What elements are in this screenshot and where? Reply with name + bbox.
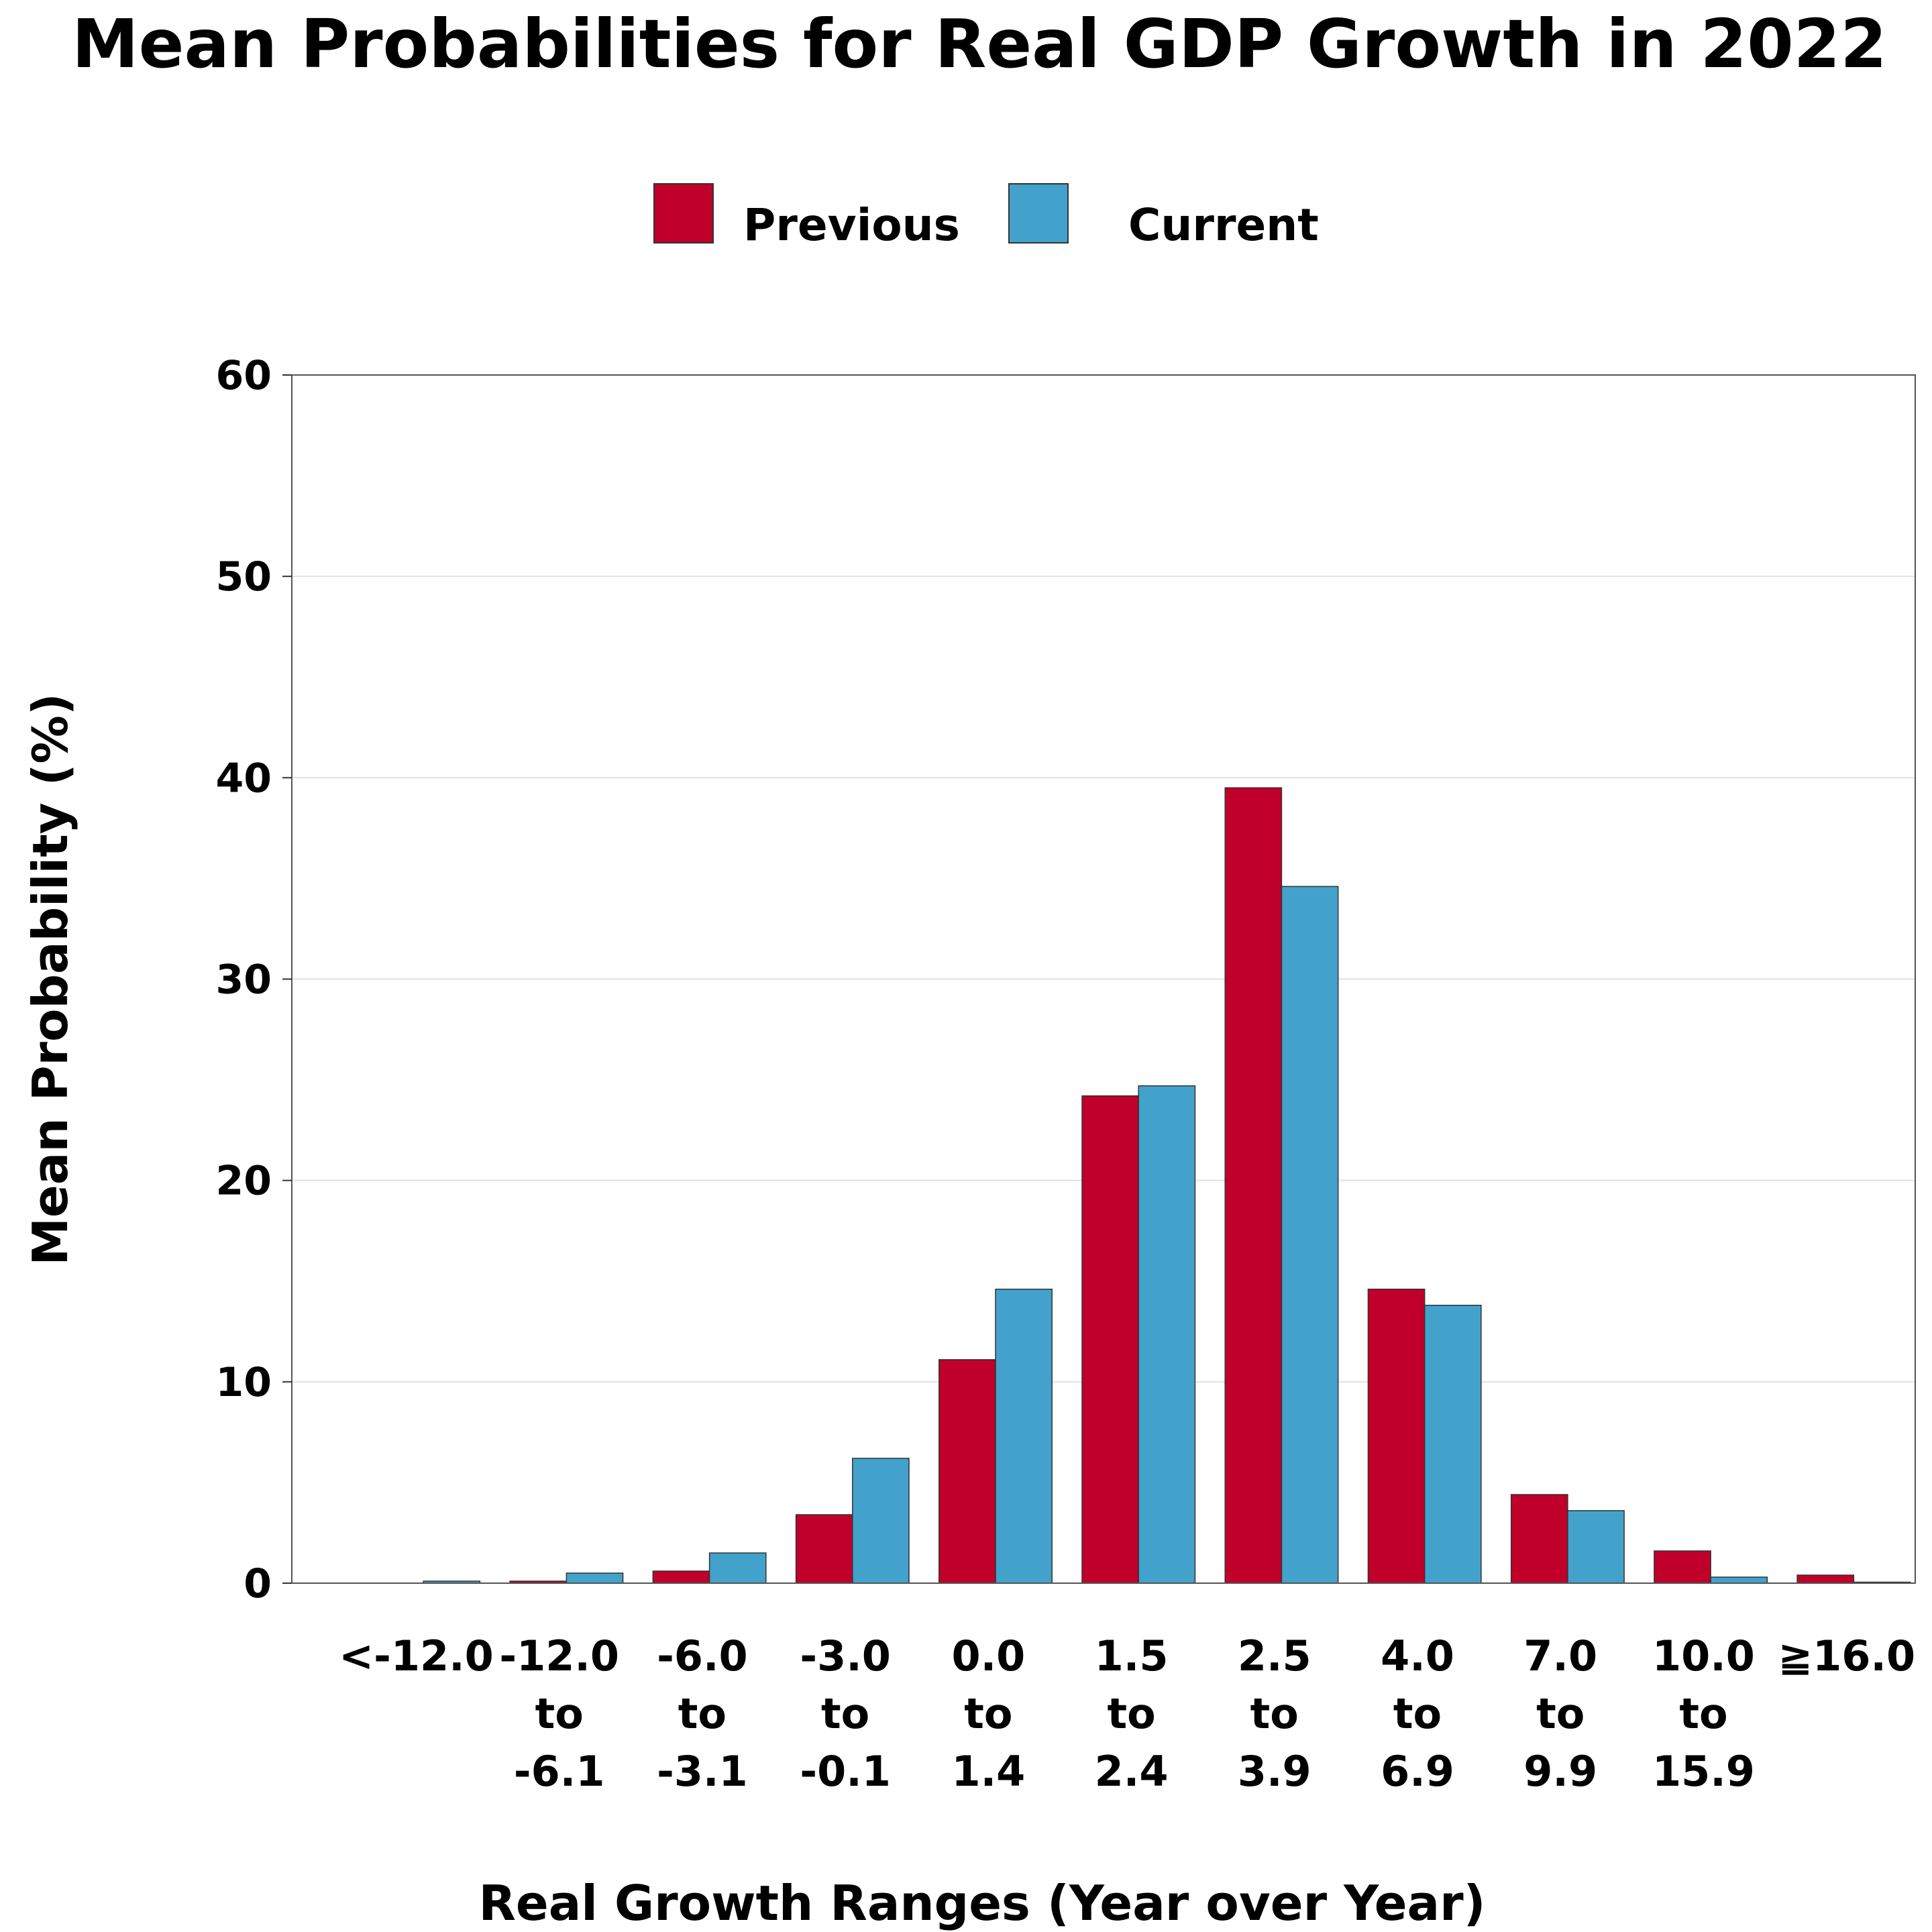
bar-previous — [1654, 1550, 1711, 1584]
x-category-label: 7.0 to 9.9 — [1523, 1631, 1597, 1796]
x-category-label: ≧16.0 — [1778, 1631, 1915, 1680]
bar-previous — [795, 1514, 853, 1584]
x-category-label-line: -3.1 — [657, 1747, 748, 1796]
x-category-label-line: -0.1 — [800, 1747, 891, 1796]
x-category-label: 2.5 to 3.9 — [1238, 1631, 1311, 1796]
x-category-label: 4.0 to 6.9 — [1381, 1631, 1454, 1796]
x-category-label-line: 1.4 — [951, 1747, 1025, 1796]
x-category-label-line: -3.0 — [800, 1631, 891, 1680]
legend-swatch-previous — [653, 183, 714, 244]
x-category-label-line: ≧16.0 — [1778, 1631, 1915, 1680]
legend-label-current: Current — [1128, 199, 1319, 251]
y-axis-ticks: 0 10 20 30 40 50 60 — [216, 352, 292, 1607]
x-category-label-line: to — [1393, 1689, 1442, 1738]
x-category-label: 1.5 to 2.4 — [1095, 1631, 1169, 1796]
y-tick-label: 20 — [216, 1158, 272, 1205]
x-category-label-line: 10.0 — [1652, 1631, 1755, 1680]
bars — [423, 787, 1911, 1584]
x-category-label: -6.0 to -3.1 — [657, 1631, 748, 1796]
x-category-label: -12.0 to -6.1 — [499, 1631, 619, 1796]
bar-current — [1281, 885, 1339, 1584]
y-tick-label: 50 — [216, 553, 272, 600]
bar-current — [1567, 1510, 1625, 1584]
x-category-label-line: to — [678, 1689, 727, 1738]
chart-title: Mean Probabilities for Real GDP Growth i… — [72, 5, 1887, 83]
x-category-label-line: -12.0 — [499, 1631, 619, 1680]
x-category-label-line: 0.0 — [951, 1631, 1025, 1680]
x-category-label-line: -6.0 — [657, 1631, 748, 1680]
x-category-label-line: 3.9 — [1238, 1747, 1311, 1796]
legend: Previous Current — [653, 183, 1319, 251]
bar-previous — [938, 1359, 996, 1584]
y-tick-label: 60 — [216, 352, 272, 399]
bar-current — [708, 1552, 767, 1584]
bar-previous — [1796, 1574, 1855, 1584]
x-category-label: 0.0 to 1.4 — [951, 1631, 1025, 1796]
x-category-label-line: 1.5 — [1095, 1631, 1169, 1680]
x-category-label-line: to — [821, 1689, 869, 1738]
bar-current — [1710, 1576, 1768, 1584]
x-category-label-line: 6.9 — [1381, 1747, 1454, 1796]
legend-swatch-current — [1008, 183, 1069, 244]
x-category-label: -3.0 to -0.1 — [800, 1631, 891, 1796]
bar-current — [1138, 1085, 1196, 1584]
legend-label-previous: Previous — [743, 199, 960, 251]
bar-previous — [1510, 1494, 1568, 1584]
x-category-label-line: 15.9 — [1652, 1747, 1755, 1796]
x-category-label-line: <-12.0 — [339, 1631, 494, 1680]
x-category-label-line: to — [1107, 1689, 1155, 1738]
x-axis-title: Real Growth Ranges (Year over Year) — [478, 1875, 1485, 1931]
gridlines — [292, 576, 1915, 1383]
y-tick-label: 0 — [244, 1560, 272, 1607]
x-category-label-line: 9.9 — [1523, 1747, 1597, 1796]
bar-current — [852, 1458, 910, 1584]
bar-previous — [652, 1570, 710, 1584]
x-category-label-line: to — [964, 1689, 1012, 1738]
bar-current — [566, 1572, 624, 1584]
bar-previous — [1224, 787, 1283, 1584]
x-category-label-line: to — [1250, 1689, 1299, 1738]
x-category-label-line: 2.5 — [1238, 1631, 1311, 1680]
x-category-label: <-12.0 — [339, 1631, 494, 1680]
y-tick-label: 10 — [216, 1359, 272, 1406]
bar-current — [995, 1289, 1053, 1584]
y-tick-label: 30 — [216, 957, 272, 1004]
y-axis-title: Mean Probability (%) — [22, 693, 78, 1265]
x-category-label-line: -6.1 — [514, 1747, 605, 1796]
y-tick-label: 40 — [216, 755, 272, 802]
x-category-label-line: to — [535, 1689, 584, 1738]
bar-previous — [1081, 1095, 1139, 1584]
x-category-label-line: to — [1536, 1689, 1585, 1738]
x-category-label-line: to — [1679, 1689, 1727, 1738]
x-category-label-line: 4.0 — [1381, 1631, 1454, 1680]
x-axis-categories: <-12.0 -12.0 to -6.1 -6.0 to -3.1 -3.0 to -0.1 0.0… — [339, 1631, 1915, 1796]
bar-current — [1424, 1305, 1482, 1584]
bar-previous — [1367, 1289, 1426, 1584]
x-category-label: 10.0 to 15.9 — [1652, 1631, 1755, 1796]
x-category-label-line: 7.0 — [1523, 1631, 1597, 1680]
x-category-label-line: 2.4 — [1095, 1747, 1169, 1796]
